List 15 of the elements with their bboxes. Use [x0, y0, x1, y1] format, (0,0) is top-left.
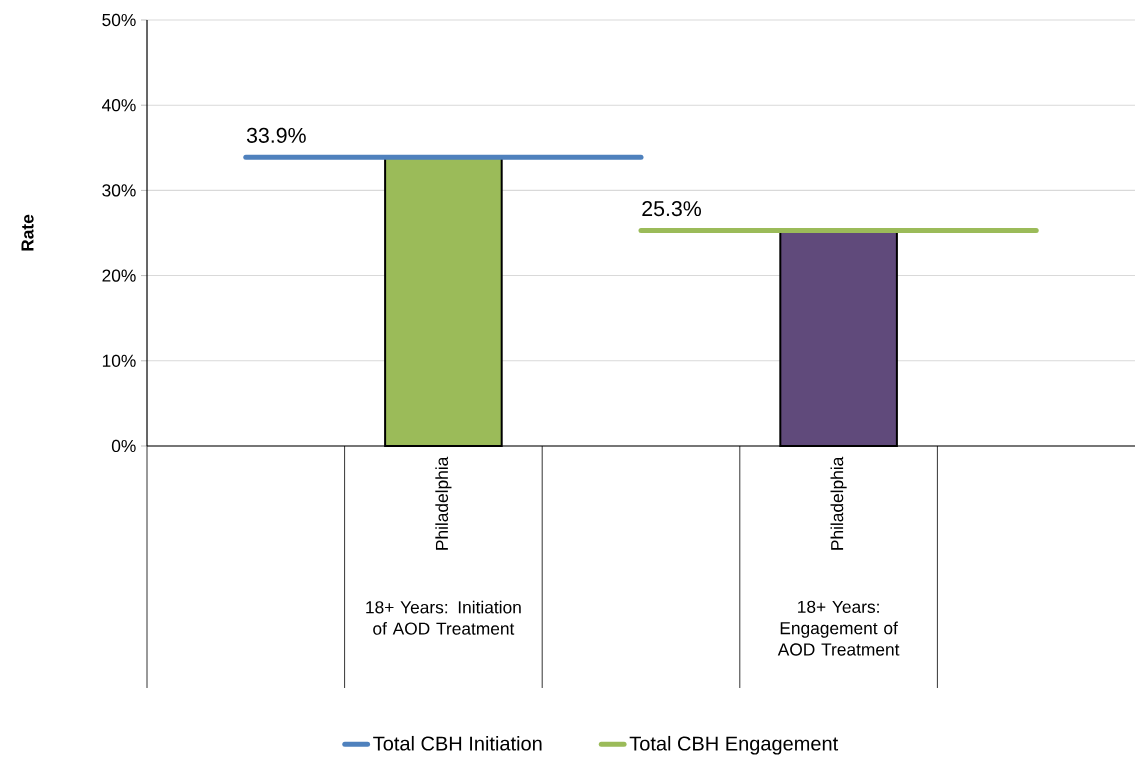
data-label: 25.3%	[642, 201, 701, 217]
y-tick-label: 40%	[102, 99, 136, 112]
legend-label: Total CBH Engagement	[629, 735, 839, 755]
x-tick-label: Philadelphia	[435, 456, 452, 550]
y-tick-label: 10%	[102, 354, 136, 367]
text: 18+ Years: Initiation of AOD Treatment	[366, 600, 521, 635]
y-tick-label: 20%	[102, 269, 136, 282]
y-axis-title: Rate	[21, 214, 34, 251]
legend-label: Total CBH Initiation	[373, 735, 542, 751]
text: 18+ Years: Engagement of AOD Treatment	[777, 600, 900, 656]
y-tick-label: 0%	[111, 439, 136, 453]
y-tick-label: 30%	[102, 184, 136, 197]
x-tick-label: Philadelphia	[830, 456, 847, 550]
data-label: 33.9%	[246, 127, 306, 143]
y-tick-label: 50%	[102, 13, 136, 27]
